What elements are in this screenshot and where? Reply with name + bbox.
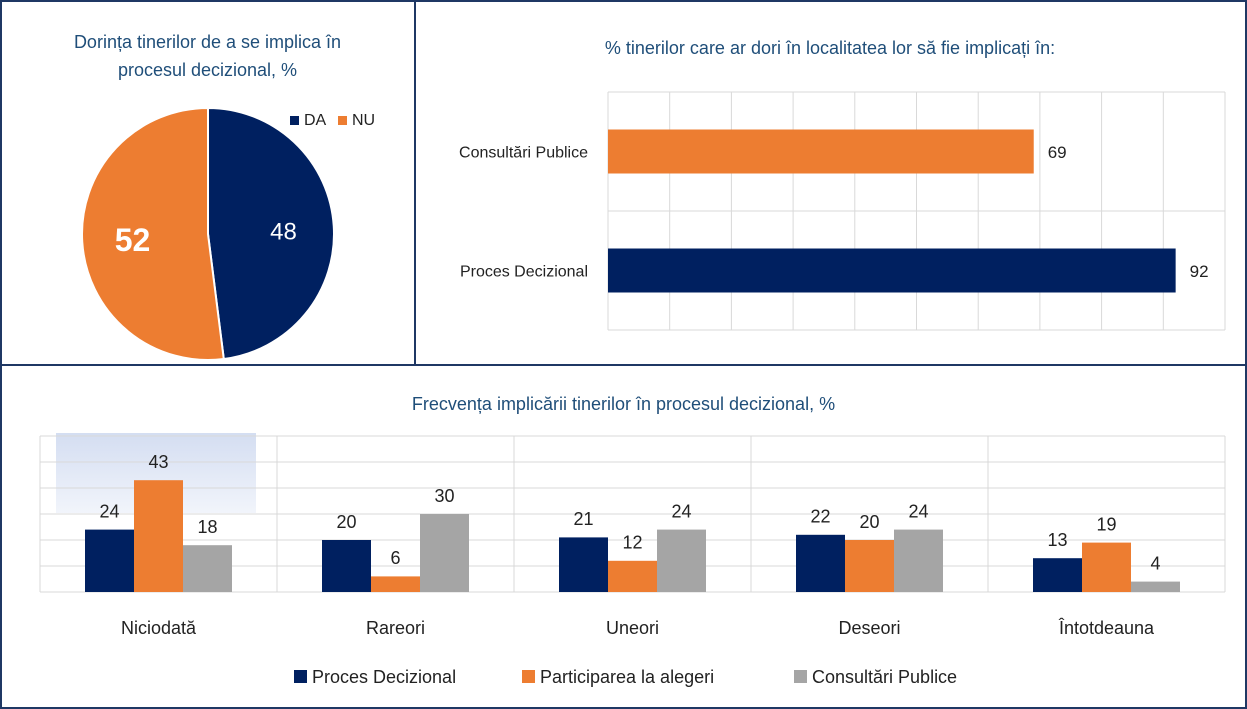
- x-tick-label: Niciodată: [121, 618, 197, 638]
- value-label: 30: [434, 486, 454, 506]
- bar: [85, 529, 134, 592]
- bar: [894, 529, 943, 592]
- bar: [183, 545, 232, 592]
- bar: [657, 529, 706, 592]
- value-label: 22: [810, 507, 830, 527]
- legend-swatch: [522, 670, 535, 683]
- value-label: 24: [671, 501, 691, 521]
- legend-label: Proces Decizional: [312, 667, 456, 687]
- bar-title: Frecvența implicării tinerilor în proces…: [411, 394, 836, 414]
- bar: [608, 560, 657, 592]
- legend-swatch: [794, 670, 807, 683]
- legend-swatch: [290, 116, 299, 125]
- bar: [796, 534, 845, 592]
- value-label: 6: [390, 548, 400, 568]
- x-tick-label: Deseori: [838, 618, 900, 638]
- bar: [1082, 542, 1131, 592]
- slice-label: 48: [270, 219, 297, 246]
- legend-label: DA: [304, 112, 327, 129]
- legend-label: Consultări Publice: [812, 667, 957, 687]
- value-label: 12: [622, 533, 642, 553]
- bar: [608, 248, 1176, 293]
- value-label: 18: [197, 517, 217, 537]
- legend-swatch: [338, 116, 347, 125]
- legend-label: NU: [352, 112, 375, 129]
- bar: [420, 514, 469, 592]
- pie-slice: [81, 106, 225, 361]
- pie-title: Dorința tinerilor de a se implica în pro…: [73, 32, 342, 80]
- value-label: 24: [99, 501, 119, 521]
- bar: [134, 480, 183, 592]
- bar: [1033, 558, 1082, 592]
- value-label: 21: [573, 509, 593, 529]
- value-label: 19: [1096, 514, 1116, 534]
- bar: [322, 540, 371, 592]
- bar: [371, 576, 420, 592]
- value-label: 43: [148, 452, 168, 472]
- legend-label: Participarea la alegeri: [540, 667, 714, 687]
- category-label: Consultări Publice: [459, 145, 588, 162]
- value-label: 69: [1048, 143, 1067, 162]
- pie-slice: [207, 106, 335, 361]
- bar: [559, 537, 608, 592]
- value-label: 4: [1150, 553, 1160, 573]
- bar: [1131, 581, 1180, 592]
- bar: [608, 129, 1034, 174]
- value-label: 24: [908, 501, 928, 521]
- x-tick-label: Uneori: [606, 618, 659, 638]
- x-tick-label: Întotdeauna: [1058, 618, 1155, 638]
- value-label: 20: [859, 512, 879, 532]
- hbar-title: % tinerilor care ar dori în localitatea …: [604, 38, 1056, 58]
- slice-label: 52: [115, 222, 151, 258]
- bar: [845, 540, 894, 592]
- x-tick-label: Rareori: [366, 618, 425, 638]
- value-label: 92: [1190, 262, 1209, 281]
- category-label: Proces Decizional: [460, 264, 588, 281]
- legend-swatch: [294, 670, 307, 683]
- value-label: 20: [336, 512, 356, 532]
- value-label: 13: [1047, 530, 1067, 550]
